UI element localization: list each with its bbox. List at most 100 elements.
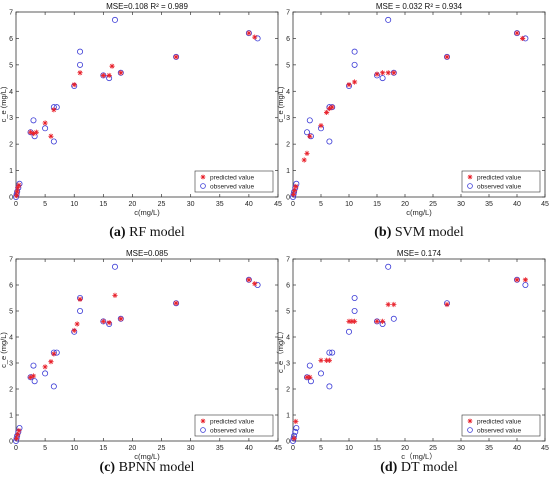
predicted-point [522, 277, 528, 283]
legend-label: predicted value [477, 174, 521, 181]
plot-frame [292, 11, 546, 198]
y-tick-label: 6 [286, 283, 290, 290]
caption-text: RF model [126, 225, 185, 240]
legend-label: observed value [210, 183, 254, 190]
legend-box [194, 414, 274, 437]
observed-point [306, 362, 313, 369]
predicted-point [16, 428, 22, 434]
panel-caption: (a) RF model [109, 225, 185, 240]
x-tick-label: 45 [274, 201, 282, 208]
x-tick-label: 10 [70, 445, 78, 452]
y-tick-label: 4 [9, 89, 13, 96]
caption-text: SVM model [391, 225, 463, 240]
legend-label: predicted value [210, 174, 254, 181]
x-tick-label: 10 [345, 201, 353, 208]
x-tick-label: 20 [129, 201, 137, 208]
observed-point [42, 370, 49, 377]
observed-point [31, 378, 38, 385]
chart-title: MSE = 0.032 R² = 0.934 [376, 2, 463, 11]
x-tick-label: 45 [274, 445, 282, 452]
y-axis-label: c_e (mg/L) [276, 86, 285, 122]
observed-point [30, 117, 37, 124]
predicted-point [291, 435, 297, 441]
observed-point [303, 129, 310, 136]
predicted-point [246, 277, 252, 283]
x-tick-label: 30 [457, 445, 465, 452]
x-tick-label: 5 [43, 445, 47, 452]
legend-label: observed value [477, 427, 521, 434]
legend-marker-predicted [200, 174, 206, 180]
chart-title: MSE=0.085 [126, 249, 169, 258]
caption-label: (c) [100, 460, 116, 475]
predicted-point [15, 185, 21, 191]
x-tick-label: 10 [345, 445, 353, 452]
y-tick-label: 0 [9, 439, 13, 446]
predicted-point [112, 292, 118, 298]
y-tick-label: 3 [9, 115, 13, 122]
predicted-point [106, 320, 112, 326]
observed-point [111, 263, 118, 270]
y-tick-label: 3 [9, 361, 13, 368]
chart-title: MSE= 0.174 [397, 249, 442, 258]
x-tick-label: 0 [14, 445, 18, 452]
y-tick-label: 4 [286, 89, 290, 96]
x-axis-label: c(mg/L) [134, 452, 160, 461]
predicted-point [520, 35, 526, 42]
predicted-point [100, 72, 106, 79]
x-tick-label: 5 [319, 201, 323, 208]
predicted-point [293, 418, 299, 425]
x-tick-label: 30 [457, 201, 465, 208]
predicted-point [352, 79, 358, 85]
predicted-point [14, 189, 20, 195]
observed-point [77, 61, 84, 68]
plot-frame [292, 258, 546, 442]
observed-point [385, 16, 392, 23]
y-tick-label: 7 [286, 10, 290, 17]
x-tick-label: 15 [373, 201, 381, 208]
y-tick-label: 7 [9, 257, 13, 264]
observed-point [42, 125, 49, 132]
predicted-point [246, 30, 252, 36]
predicted-point [42, 120, 48, 126]
x-tick-label: 40 [513, 445, 521, 452]
observed-point [351, 48, 358, 55]
predicted-point [374, 318, 380, 324]
predicted-point [349, 318, 355, 324]
predicted-point [173, 54, 179, 60]
x-tick-label: 25 [158, 201, 166, 208]
predicted-point [346, 318, 352, 324]
y-tick-label: 5 [286, 62, 290, 69]
y-axis-label: c_e （mg/L） [276, 327, 285, 373]
legend-label: predicted value [477, 418, 521, 425]
observed-point [317, 370, 324, 377]
y-tick-label: 5 [9, 62, 13, 69]
predicted-point [30, 130, 37, 137]
predicted-point [444, 301, 450, 308]
predicted-point [318, 123, 324, 129]
observed-point [329, 349, 336, 356]
predicted-point [27, 374, 34, 380]
caption-label: (a) [109, 225, 126, 240]
observed-point [306, 117, 313, 124]
legend-box [461, 170, 541, 193]
x-tick-label: 20 [401, 445, 409, 452]
x-tick-label: 40 [513, 201, 521, 208]
predicted-point [514, 30, 520, 36]
predicted-point [48, 133, 54, 139]
predicted-point [290, 191, 297, 197]
observed-point [379, 75, 386, 82]
predicted-point [51, 351, 57, 357]
legend-marker-observed [200, 183, 206, 189]
observed-point [326, 138, 333, 145]
predicted-point [74, 321, 80, 327]
y-tick-label: 5 [286, 309, 290, 316]
predicted-point [109, 63, 115, 69]
predicted-point [444, 54, 450, 60]
y-tick-label: 1 [286, 168, 290, 175]
x-tick-label: 25 [429, 201, 437, 208]
predicted-point [27, 129, 34, 135]
observed-point [351, 61, 358, 68]
